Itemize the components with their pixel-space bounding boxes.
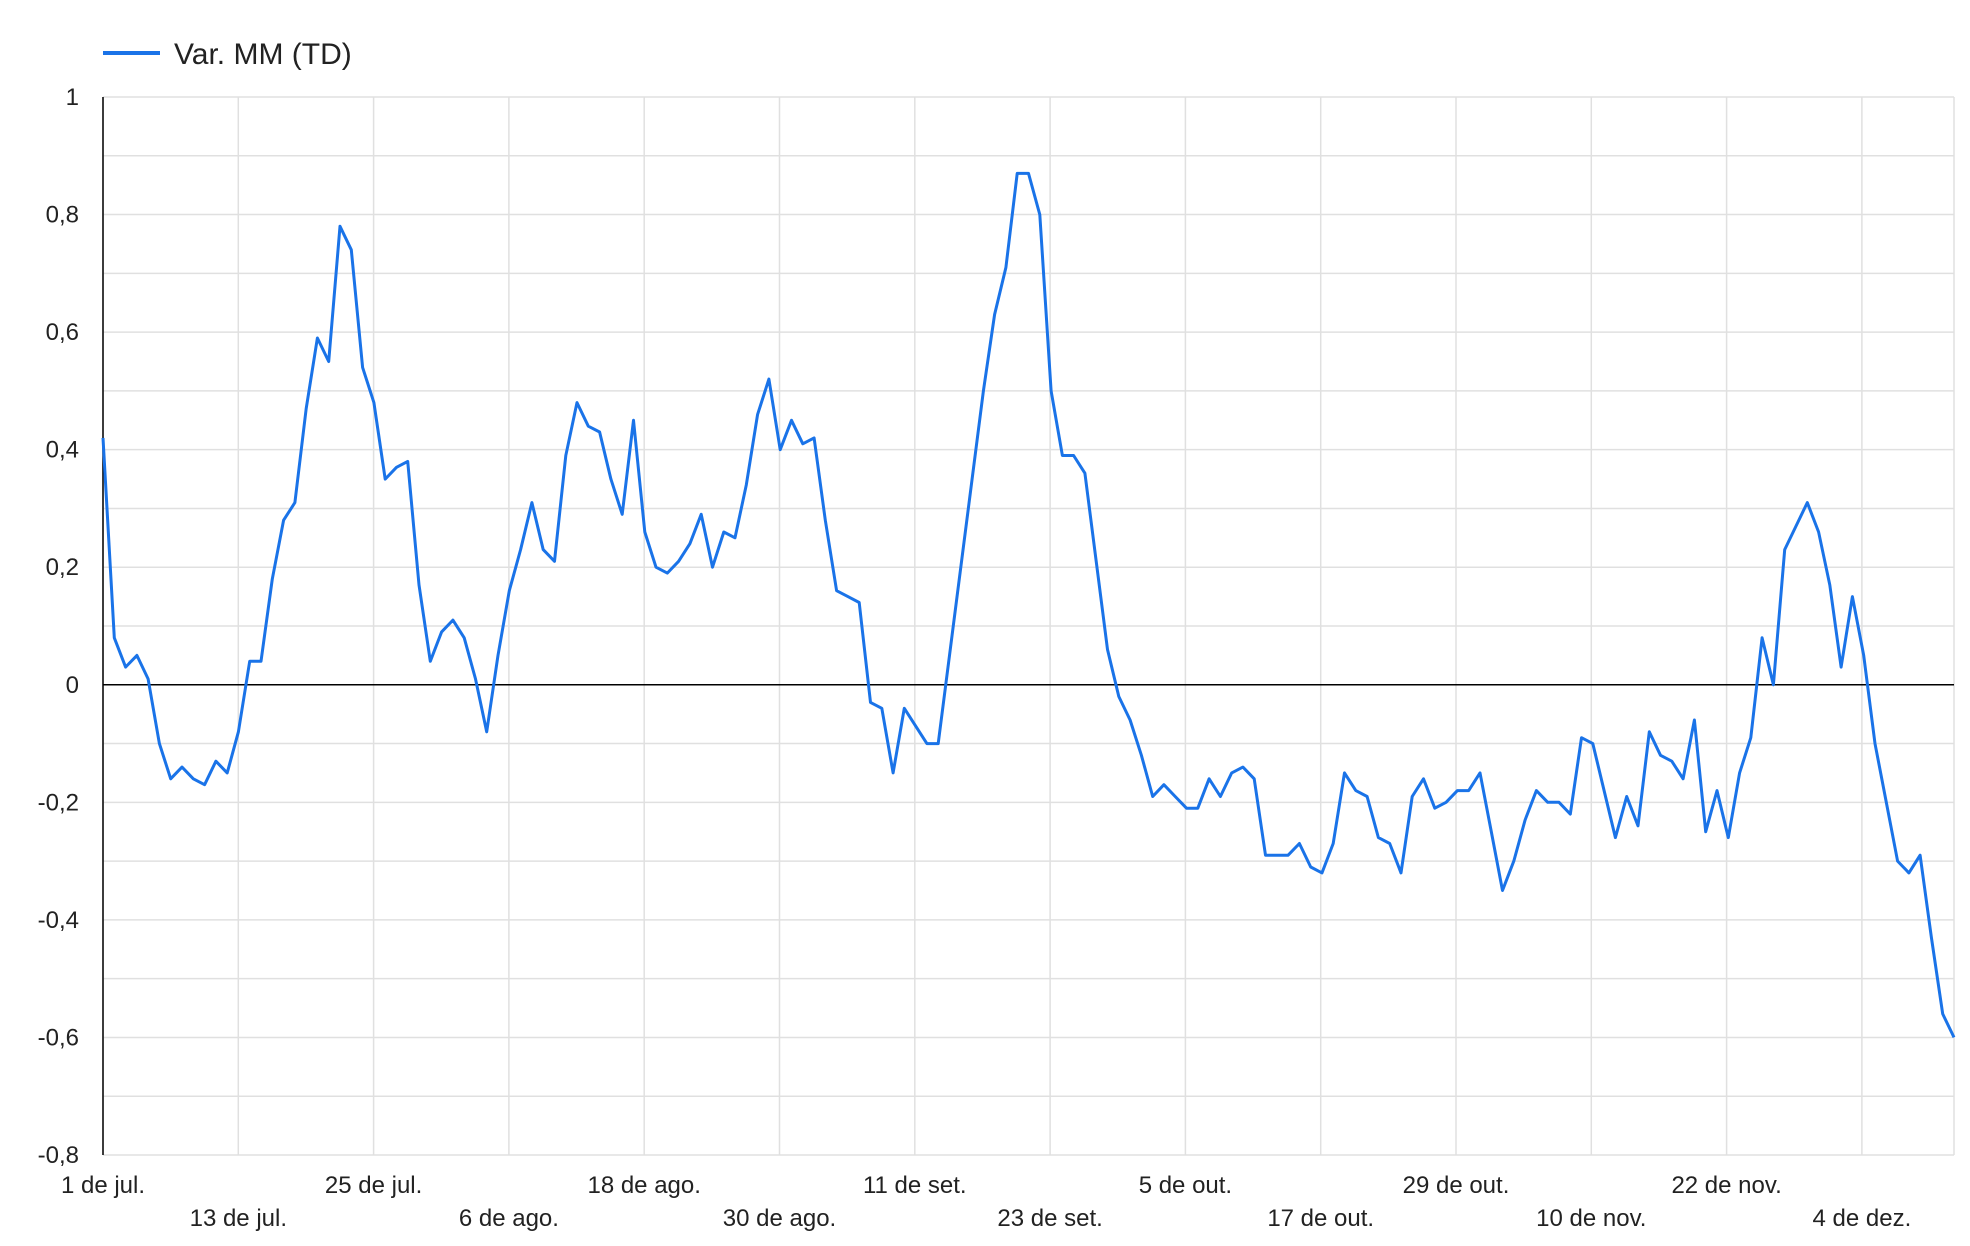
x-axis-labels: 1 de jul. 13 de jul. 25 de jul. 6 de ago. 18… [61,1172,1911,1232]
series-line-var-mm-td[interactable] [101,171,1956,1039]
y-tick-label: 1 [66,84,79,111]
x-tick-label: 11 de set. [863,1172,967,1199]
x-tick-label: 5 de out. [1139,1172,1232,1199]
x-tick-label: 18 de ago. [587,1172,700,1199]
y-tick-label: 0,6 [46,319,79,346]
y-tick-label: 0,8 [46,202,79,229]
y-tick-label: -0,8 [38,1142,79,1169]
y-tick-label: 0 [66,672,79,699]
y-tick-label: 0,4 [46,437,79,464]
legend-label: Var. MM (TD) [174,38,352,71]
x-tick-label: 13 de jul. [190,1205,287,1232]
y-axis-labels: 1 0,8 0,6 0,4 0,2 0 -0,2 -0,4 -0,6 -0,8 [38,84,79,1169]
x-tick-label: 10 de nov. [1536,1205,1646,1232]
y-tick-label: 0,2 [46,554,79,581]
x-tick-label: 4 de dez. [1813,1205,1912,1232]
x-tick-label: 29 de out. [1403,1172,1510,1199]
x-tick-label: 25 de jul. [325,1172,422,1199]
x-tick-label: 30 de ago. [723,1205,836,1232]
y-tick-label: -0,2 [38,789,79,816]
y-tick-label: -0,4 [38,907,79,934]
x-tick-label: 23 de set. [997,1205,1102,1232]
x-tick-label: 6 de ago. [459,1205,559,1232]
x-tick-label: 17 de out. [1267,1205,1374,1232]
horizontal-gridlines [103,96,1954,1156]
x-tick-label: 22 de nov. [1671,1172,1781,1199]
y-tick-label: -0,6 [38,1024,79,1051]
x-tick-label: 1 de jul. [61,1172,145,1199]
legend[interactable]: Var. MM (TD) [103,38,352,71]
